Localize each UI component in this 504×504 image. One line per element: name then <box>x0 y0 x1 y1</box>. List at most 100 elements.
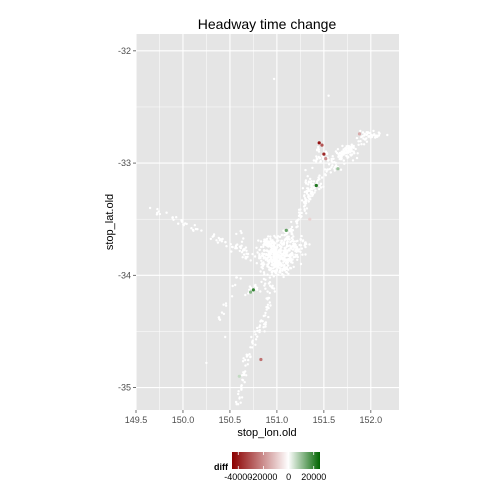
stop-point <box>297 218 300 221</box>
stop-point <box>329 171 332 174</box>
stop-point <box>255 246 258 249</box>
stop-point <box>256 335 259 338</box>
stop-point <box>270 285 273 289</box>
stop-point <box>361 135 364 138</box>
stop-point <box>238 249 241 253</box>
stop-point <box>220 240 224 243</box>
stop-point <box>274 261 277 265</box>
stop-point <box>333 167 336 170</box>
diff-point <box>320 143 324 147</box>
y-tick-label: -35 <box>118 383 131 393</box>
stop-point <box>246 363 249 366</box>
stop-point <box>372 129 375 133</box>
stop-point <box>156 207 159 211</box>
stop-point <box>269 304 272 307</box>
stop-point <box>304 253 307 256</box>
stop-point <box>263 284 266 287</box>
stop-point <box>262 326 265 329</box>
stop-point <box>261 267 264 270</box>
stop-point <box>305 192 309 195</box>
stop-point <box>272 77 276 81</box>
stop-point <box>302 200 306 204</box>
stop-point <box>291 248 295 251</box>
stop-point <box>285 244 289 248</box>
stop-point <box>209 237 212 241</box>
stop-point <box>268 301 271 304</box>
stop-point <box>281 268 284 271</box>
stop-point <box>346 149 349 153</box>
stop-point <box>254 338 258 341</box>
stop-point <box>283 239 286 242</box>
diff-point <box>322 152 326 156</box>
y-tick-label: -34 <box>118 270 131 280</box>
stop-point <box>307 189 311 192</box>
stop-point <box>352 144 355 148</box>
stop-point <box>280 249 283 252</box>
stop-point <box>342 151 345 154</box>
stop-point <box>290 259 293 263</box>
stop-point <box>264 325 267 328</box>
stop-point <box>367 131 370 134</box>
stop-point <box>262 245 265 249</box>
stop-point <box>361 131 365 134</box>
stop-point <box>259 270 262 273</box>
stop-point <box>245 249 248 252</box>
stop-point <box>265 237 269 240</box>
stop-point <box>254 283 257 287</box>
stop-point <box>272 254 275 258</box>
stop-point <box>304 168 307 172</box>
stop-point <box>311 166 314 170</box>
stop-point <box>172 218 175 221</box>
stop-point <box>264 243 267 246</box>
stop-point <box>267 261 271 265</box>
stop-point <box>300 234 303 238</box>
stop-point <box>311 193 315 196</box>
stop-point <box>259 240 263 243</box>
stop-point <box>282 241 286 244</box>
stop-point <box>338 152 341 155</box>
stop-point <box>317 148 321 151</box>
stop-point <box>295 222 299 225</box>
stop-point <box>306 175 309 178</box>
stop-point <box>367 135 371 138</box>
stop-point <box>345 145 348 148</box>
stop-point <box>296 258 299 261</box>
stop-point <box>248 353 251 356</box>
stop-point <box>264 278 267 281</box>
stop-point <box>386 133 389 137</box>
stop-point <box>315 155 318 158</box>
stop-point <box>310 188 314 191</box>
stop-point <box>373 133 376 136</box>
stop-point <box>268 243 271 246</box>
diff-point <box>259 357 263 362</box>
stop-point <box>224 240 227 244</box>
stop-point <box>267 282 271 285</box>
stop-point <box>377 134 381 137</box>
stop-point <box>318 187 321 191</box>
stop-point <box>330 159 333 163</box>
stop-point <box>296 255 299 259</box>
stop-point <box>359 129 362 133</box>
stop-point <box>275 248 278 252</box>
x-tick-label: 150.5 <box>219 415 242 425</box>
stop-point <box>254 333 257 336</box>
stop-point <box>264 322 267 326</box>
stop-point <box>298 243 301 247</box>
stop-point <box>225 245 228 248</box>
stop-point <box>294 253 297 256</box>
stop-point <box>290 228 293 232</box>
legend-tick-label: -40000 <box>224 472 252 482</box>
stop-point <box>242 253 246 256</box>
stop-point <box>338 157 341 161</box>
stop-point <box>326 168 330 171</box>
stop-point <box>253 330 256 333</box>
stop-point <box>273 290 276 293</box>
stop-point <box>240 384 243 387</box>
stop-point <box>363 132 366 136</box>
stop-point <box>238 396 241 399</box>
stop-point <box>319 182 323 185</box>
stop-point <box>255 262 258 265</box>
stop-point <box>249 286 252 289</box>
stop-point <box>192 229 195 232</box>
stop-point <box>242 357 245 360</box>
